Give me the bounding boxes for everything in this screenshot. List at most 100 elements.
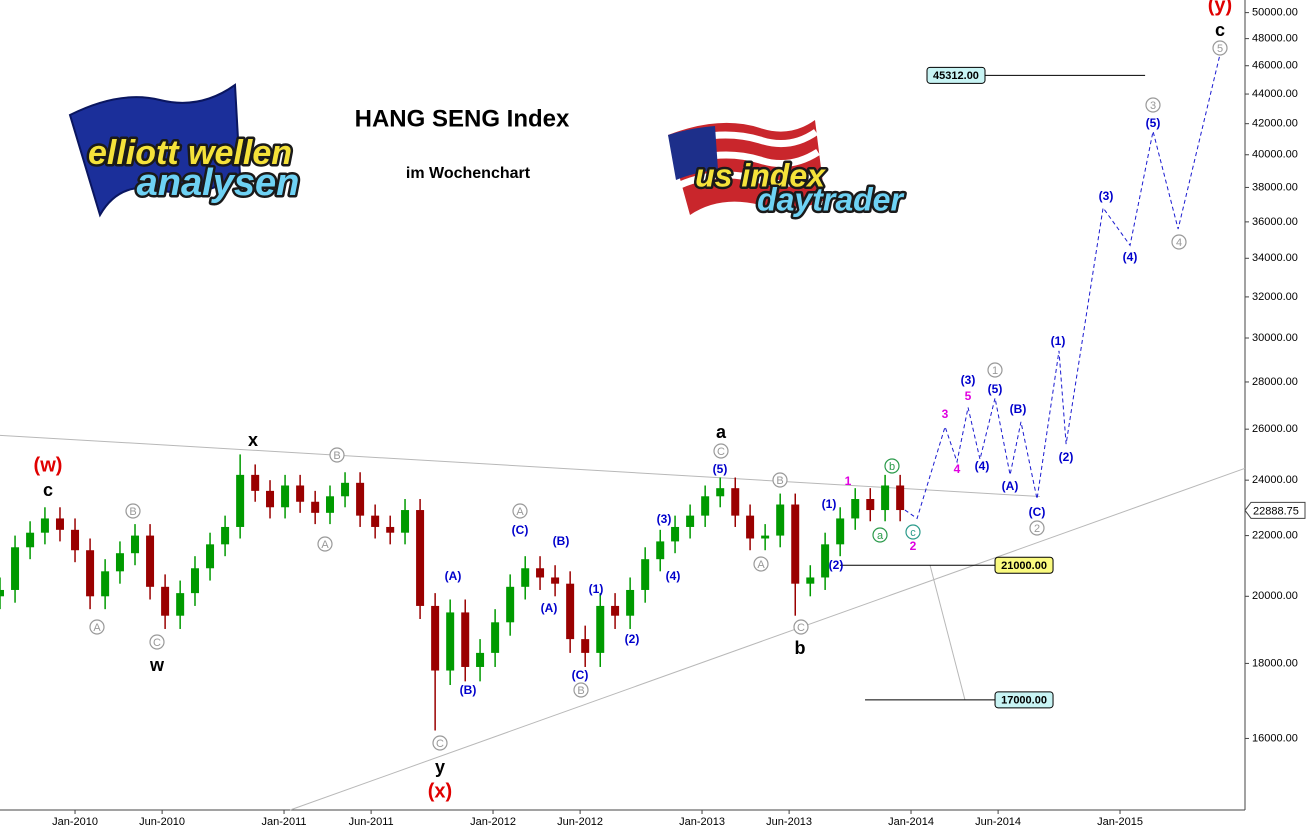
x-tick-label: Jan-2014 — [888, 816, 934, 828]
logo-canton — [668, 126, 718, 180]
y-tick-label: 24000.00 — [1252, 474, 1298, 486]
wave-circle — [772, 472, 788, 488]
wave-label: B — [776, 475, 783, 487]
wave-label: c — [910, 527, 916, 539]
wave-circle — [573, 682, 589, 698]
candle-body — [671, 526, 680, 542]
candle-body — [221, 526, 230, 545]
y-tick-label: 28000.00 — [1252, 376, 1298, 388]
wave-label: 4 — [954, 462, 961, 476]
candle-body — [311, 501, 320, 513]
trendline — [929, 565, 966, 700]
x-tick-label: Jun-2011 — [349, 816, 394, 828]
candle-body — [851, 499, 860, 519]
candle-body — [26, 532, 35, 548]
level-label: 21000.00 — [1001, 560, 1047, 572]
candle-body — [131, 535, 140, 554]
wave-circle — [317, 536, 333, 552]
candle-body — [101, 571, 110, 597]
wave-label: 1 — [992, 365, 998, 377]
candle-body — [115, 553, 124, 572]
wave-label: 4 — [1176, 237, 1182, 249]
wave-label: (y) — [1208, 0, 1232, 16]
y-tick-label: 40000.00 — [1252, 149, 1298, 161]
candle-body — [626, 589, 635, 616]
wave-label: (w) — [34, 454, 63, 476]
wave-label: (3) — [961, 373, 976, 387]
x-tick-label: Jun-2014 — [975, 816, 1021, 828]
wave-label: (C) — [1029, 505, 1046, 519]
candle-body — [86, 550, 95, 597]
wave-label: b — [795, 638, 806, 658]
wave-label: b — [889, 461, 895, 473]
wave-label: a — [716, 422, 727, 442]
last-price-label: 22888.75 — [1253, 505, 1299, 517]
trendline — [0, 434, 1041, 498]
y-tick-label: 26000.00 — [1252, 423, 1298, 435]
wave-circle — [1029, 520, 1045, 536]
candle-body — [731, 488, 740, 516]
wave-label: (C) — [572, 668, 589, 682]
y-tick-label: 36000.00 — [1252, 216, 1298, 228]
level-label: 45312.00 — [933, 70, 979, 82]
wave-label: a — [877, 530, 884, 542]
logo-text: analysen — [137, 162, 300, 204]
candle-body — [326, 496, 335, 513]
x-tick-label: Jan-2013 — [679, 816, 725, 828]
wave-label: (1) — [589, 582, 604, 596]
candle-body — [506, 586, 515, 623]
candle-body — [281, 485, 290, 508]
wave-circle — [905, 524, 921, 540]
candle-body — [881, 485, 890, 511]
candle-body — [836, 518, 845, 545]
y-tick-label: 50000.00 — [1252, 7, 1298, 19]
candle-body — [371, 515, 380, 527]
chart-subtitle: im Wochenchart — [406, 165, 531, 182]
y-tick-label: 30000.00 — [1252, 332, 1298, 344]
candles — [0, 454, 905, 731]
candle-body — [566, 583, 575, 640]
wave-label: (4) — [666, 569, 681, 583]
wave-label: 1 — [845, 474, 852, 488]
wave-label: 3 — [942, 407, 949, 421]
wave-circle — [987, 362, 1003, 378]
wave-label: (5) — [988, 382, 1003, 396]
candle-body — [581, 639, 590, 653]
x-tick-label: Jun-2013 — [766, 816, 812, 828]
candle-body — [40, 518, 49, 533]
candle-body — [746, 515, 755, 539]
wave-label: B — [333, 450, 340, 462]
trendline — [289, 467, 1246, 811]
candle-body — [611, 605, 620, 616]
wave-label: 3 — [1150, 100, 1156, 112]
wave-label: (2) — [1059, 450, 1074, 464]
logo-text: daytrader — [757, 181, 904, 217]
candle-body — [251, 474, 260, 491]
candle-body — [356, 482, 365, 516]
wave-label: (1) — [1051, 334, 1066, 348]
wave-label: B — [129, 506, 136, 518]
y-tick-label: 44000.00 — [1252, 88, 1298, 100]
candle-body — [521, 568, 530, 587]
y-tick-label: 46000.00 — [1252, 60, 1298, 72]
wave-label: (B) — [460, 683, 477, 697]
candle-body — [266, 490, 275, 508]
candle-body — [446, 612, 455, 671]
candle-body — [401, 510, 410, 533]
wave-label: (1) — [822, 497, 837, 511]
wave-label: C — [797, 622, 805, 634]
candle-body — [776, 504, 785, 536]
wave-label: y — [435, 757, 445, 777]
x-tick-label: Jun-2010 — [139, 816, 185, 828]
candle-body — [11, 547, 20, 590]
chart-title: HANG SENG Index — [355, 105, 570, 132]
wave-label: C — [153, 637, 161, 649]
forecast-line — [904, 54, 1221, 520]
wave-label: (A) — [541, 601, 558, 615]
x-tick-label: Jan-2012 — [470, 816, 516, 828]
wave-label: (3) — [1099, 189, 1114, 203]
candle-body — [596, 605, 605, 653]
y-tick-label: 34000.00 — [1252, 252, 1298, 264]
candle-body — [176, 593, 185, 616]
y-tick-label: 32000.00 — [1252, 291, 1298, 303]
